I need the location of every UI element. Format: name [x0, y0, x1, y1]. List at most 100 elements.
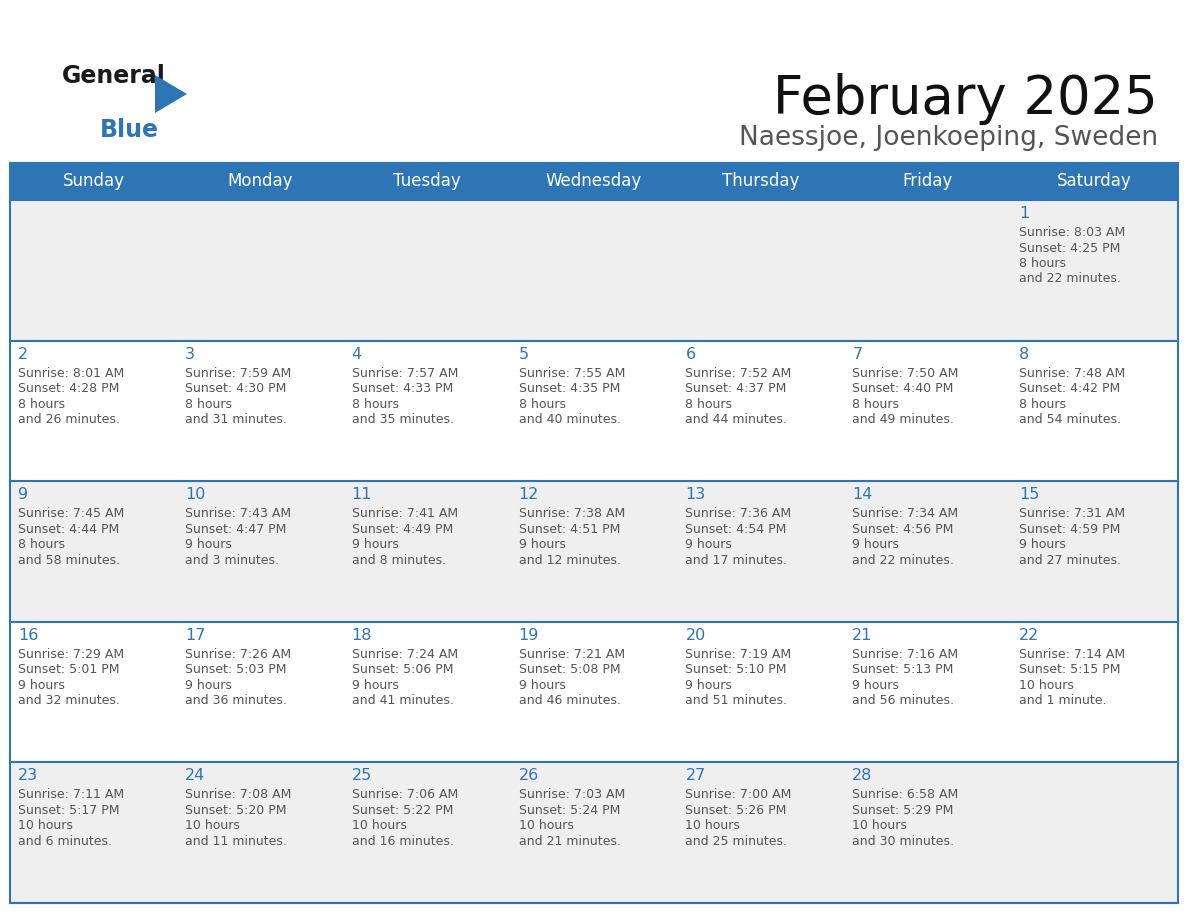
Text: and 22 minutes.: and 22 minutes.: [1019, 273, 1121, 285]
Text: and 54 minutes.: and 54 minutes.: [1019, 413, 1121, 426]
Text: 10 hours: 10 hours: [519, 820, 574, 833]
Text: Sunrise: 7:57 AM: Sunrise: 7:57 AM: [352, 366, 459, 380]
Text: 3: 3: [185, 347, 195, 362]
Text: 9: 9: [18, 487, 29, 502]
Text: Sunset: 5:29 PM: Sunset: 5:29 PM: [852, 804, 954, 817]
Text: 9 hours: 9 hours: [185, 538, 232, 551]
Text: and 11 minutes.: and 11 minutes.: [185, 834, 286, 848]
Text: 10 hours: 10 hours: [18, 820, 72, 833]
Text: Sunrise: 7:24 AM: Sunrise: 7:24 AM: [352, 648, 457, 661]
Text: Sunrise: 7:48 AM: Sunrise: 7:48 AM: [1019, 366, 1125, 380]
Text: 9 hours: 9 hours: [352, 538, 399, 551]
Text: Sunset: 5:13 PM: Sunset: 5:13 PM: [852, 664, 954, 677]
Text: and 36 minutes.: and 36 minutes.: [185, 694, 286, 707]
Text: and 22 minutes.: and 22 minutes.: [852, 554, 954, 566]
Polygon shape: [154, 75, 187, 113]
Text: and 49 minutes.: and 49 minutes.: [852, 413, 954, 426]
Text: and 56 minutes.: and 56 minutes.: [852, 694, 954, 707]
Text: 26: 26: [519, 768, 539, 783]
Text: Sunrise: 7:50 AM: Sunrise: 7:50 AM: [852, 366, 959, 380]
Text: 10 hours: 10 hours: [1019, 678, 1074, 692]
Text: and 30 minutes.: and 30 minutes.: [852, 834, 954, 848]
Text: Sunset: 5:03 PM: Sunset: 5:03 PM: [185, 664, 286, 677]
Text: 16: 16: [18, 628, 38, 643]
Text: 9 hours: 9 hours: [852, 678, 899, 692]
Bar: [10, 763, 1178, 903]
Text: Naessjoe, Joenkoeping, Sweden: Naessjoe, Joenkoeping, Sweden: [739, 125, 1158, 151]
Text: 8 hours: 8 hours: [18, 538, 65, 551]
Text: and 44 minutes.: and 44 minutes.: [685, 413, 788, 426]
Text: Sunset: 4:25 PM: Sunset: 4:25 PM: [1019, 241, 1120, 254]
Text: 10: 10: [185, 487, 206, 502]
Text: Sunset: 4:56 PM: Sunset: 4:56 PM: [852, 522, 954, 536]
Text: 20: 20: [685, 628, 706, 643]
Text: 10 hours: 10 hours: [852, 820, 908, 833]
Text: 8 hours: 8 hours: [519, 397, 565, 410]
Text: Sunset: 4:54 PM: Sunset: 4:54 PM: [685, 522, 786, 536]
Text: General: General: [62, 64, 166, 88]
Text: Sunset: 5:20 PM: Sunset: 5:20 PM: [185, 804, 286, 817]
Text: Sunrise: 7:08 AM: Sunrise: 7:08 AM: [185, 789, 291, 801]
Text: Friday: Friday: [903, 173, 953, 191]
Text: Sunrise: 7:45 AM: Sunrise: 7:45 AM: [18, 508, 125, 521]
Text: Sunset: 5:15 PM: Sunset: 5:15 PM: [1019, 664, 1120, 677]
Text: Sunrise: 7:43 AM: Sunrise: 7:43 AM: [185, 508, 291, 521]
Text: Sunrise: 7:06 AM: Sunrise: 7:06 AM: [352, 789, 457, 801]
Text: February 2025: February 2025: [773, 73, 1158, 125]
Text: 23: 23: [18, 768, 38, 783]
Text: 22: 22: [1019, 628, 1040, 643]
Text: Wednesday: Wednesday: [545, 173, 643, 191]
Text: 4: 4: [352, 347, 362, 362]
Text: and 3 minutes.: and 3 minutes.: [185, 554, 279, 566]
Text: 2: 2: [18, 347, 29, 362]
Text: Sunrise: 7:31 AM: Sunrise: 7:31 AM: [1019, 508, 1125, 521]
Text: 7: 7: [852, 347, 862, 362]
Text: Sunrise: 7:00 AM: Sunrise: 7:00 AM: [685, 789, 792, 801]
Text: 9 hours: 9 hours: [18, 678, 65, 692]
Text: 1: 1: [1019, 206, 1029, 221]
Text: Sunset: 5:24 PM: Sunset: 5:24 PM: [519, 804, 620, 817]
Text: Sunset: 5:06 PM: Sunset: 5:06 PM: [352, 664, 453, 677]
Text: and 51 minutes.: and 51 minutes.: [685, 694, 788, 707]
Bar: [10, 621, 1178, 763]
Text: 28: 28: [852, 768, 873, 783]
Text: Sunset: 4:33 PM: Sunset: 4:33 PM: [352, 382, 453, 395]
Text: and 58 minutes.: and 58 minutes.: [18, 554, 120, 566]
Text: Sunrise: 6:58 AM: Sunrise: 6:58 AM: [852, 789, 959, 801]
Text: and 46 minutes.: and 46 minutes.: [519, 694, 620, 707]
Text: and 26 minutes.: and 26 minutes.: [18, 413, 120, 426]
Text: Sunset: 5:17 PM: Sunset: 5:17 PM: [18, 804, 120, 817]
Text: 25: 25: [352, 768, 372, 783]
Text: Sunrise: 7:03 AM: Sunrise: 7:03 AM: [519, 789, 625, 801]
Text: 8 hours: 8 hours: [18, 397, 65, 410]
Text: Sunrise: 7:11 AM: Sunrise: 7:11 AM: [18, 789, 124, 801]
Text: 6: 6: [685, 347, 695, 362]
Text: Sunrise: 7:41 AM: Sunrise: 7:41 AM: [352, 508, 457, 521]
Text: 9 hours: 9 hours: [685, 678, 732, 692]
Text: Sunset: 4:30 PM: Sunset: 4:30 PM: [185, 382, 286, 395]
Text: 5: 5: [519, 347, 529, 362]
Text: Blue: Blue: [100, 118, 159, 142]
Text: Sunrise: 7:34 AM: Sunrise: 7:34 AM: [852, 508, 959, 521]
Bar: [10, 341, 1178, 481]
Text: Sunset: 5:10 PM: Sunset: 5:10 PM: [685, 664, 786, 677]
Text: Sunset: 4:51 PM: Sunset: 4:51 PM: [519, 522, 620, 536]
Text: Sunset: 5:26 PM: Sunset: 5:26 PM: [685, 804, 786, 817]
Bar: [10, 481, 1178, 621]
Text: Tuesday: Tuesday: [393, 173, 461, 191]
Text: and 40 minutes.: and 40 minutes.: [519, 413, 620, 426]
Text: 8 hours: 8 hours: [352, 397, 399, 410]
Text: Sunset: 4:40 PM: Sunset: 4:40 PM: [852, 382, 954, 395]
Text: 8 hours: 8 hours: [1019, 257, 1066, 270]
Text: Monday: Monday: [228, 173, 293, 191]
Text: Sunset: 5:08 PM: Sunset: 5:08 PM: [519, 664, 620, 677]
Text: 13: 13: [685, 487, 706, 502]
Text: 9 hours: 9 hours: [1019, 538, 1066, 551]
Text: 8 hours: 8 hours: [685, 397, 733, 410]
Text: Sunrise: 7:14 AM: Sunrise: 7:14 AM: [1019, 648, 1125, 661]
Text: 10 hours: 10 hours: [185, 820, 240, 833]
Text: Sunrise: 7:38 AM: Sunrise: 7:38 AM: [519, 508, 625, 521]
Text: Sunrise: 7:21 AM: Sunrise: 7:21 AM: [519, 648, 625, 661]
Text: 9 hours: 9 hours: [519, 678, 565, 692]
Text: Thursday: Thursday: [722, 173, 800, 191]
